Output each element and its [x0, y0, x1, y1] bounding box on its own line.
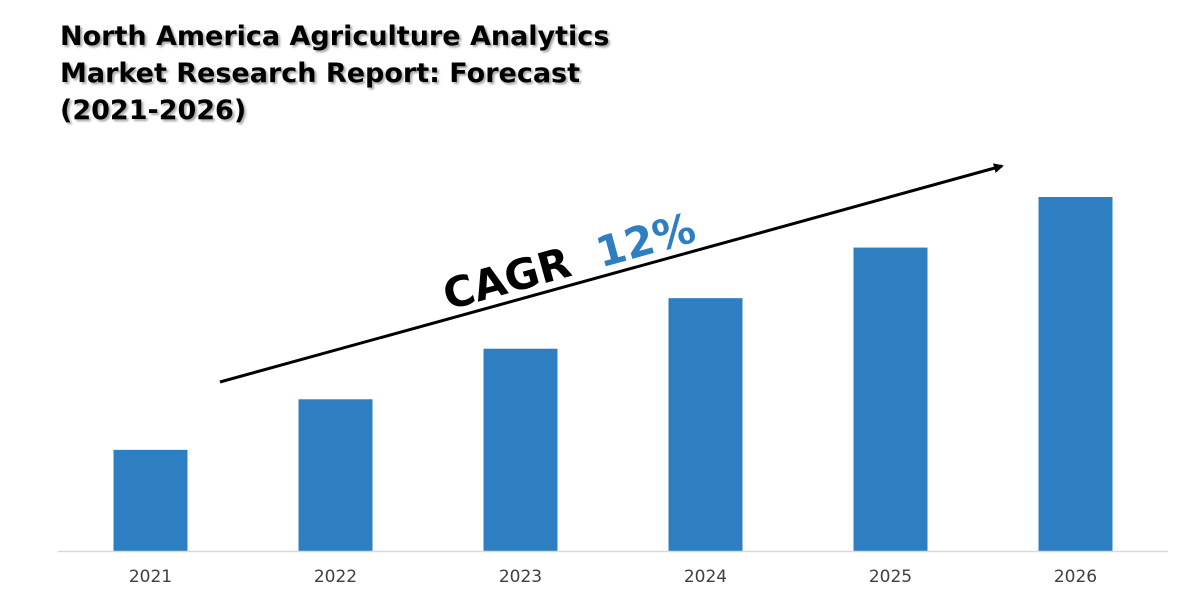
x-tick-label-2024: 2024: [684, 567, 727, 587]
bar-2021: [113, 449, 188, 551]
bar-2022: [298, 399, 373, 551]
bar-2024: [668, 298, 743, 551]
bar-2025: [853, 247, 928, 552]
bars-group: [113, 197, 1113, 552]
bar-2023: [483, 348, 558, 551]
bar-2026: [1038, 197, 1113, 551]
chart-title-line-1: North America Agriculture Analytics: [60, 21, 610, 52]
chart-title-line-3: (2021-2026): [60, 95, 247, 126]
chart-title-line-2: Market Research Report: Forecast: [60, 58, 581, 89]
cagr-trend-arrow: [219, 163, 1004, 384]
cagr-value: 12%: [591, 203, 701, 277]
x-tick-labels: 2021 2022 2023 2024 2025 2026: [129, 567, 1097, 587]
x-tick-label-2023: 2023: [499, 567, 542, 587]
x-tick-label-2022: 2022: [314, 567, 357, 587]
cagr-label: CAGR: [438, 238, 577, 320]
chart-title: North America Agriculture Analytics Mark…: [60, 18, 700, 129]
x-tick-label-2026: 2026: [1054, 567, 1097, 587]
x-tick-label-2021: 2021: [129, 567, 172, 587]
x-tick-label-2025: 2025: [869, 567, 912, 587]
